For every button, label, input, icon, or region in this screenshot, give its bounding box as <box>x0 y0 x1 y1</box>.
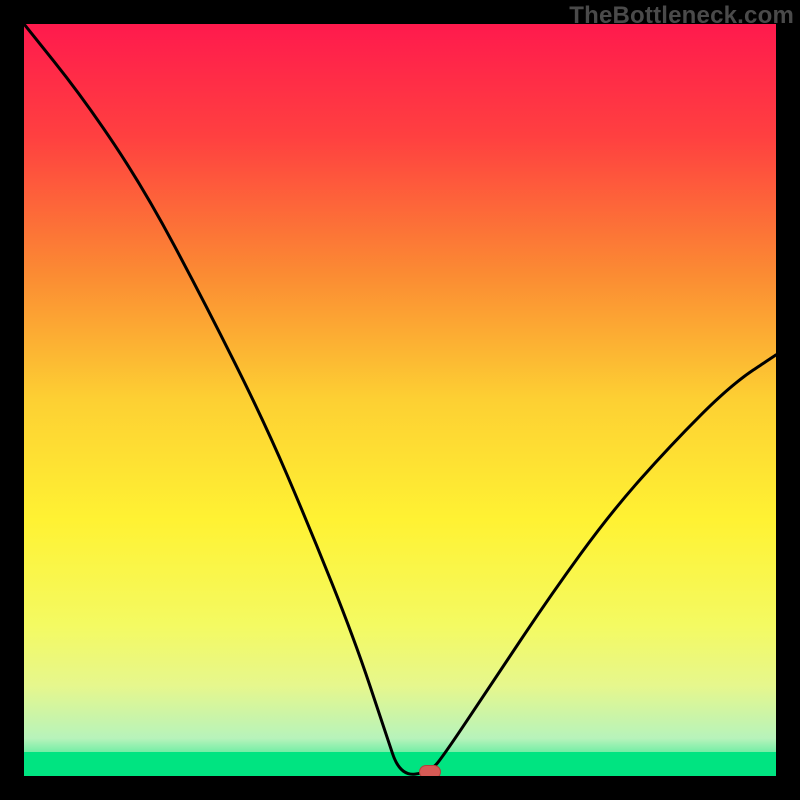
chart-frame: TheBottleneck.com <box>0 0 800 800</box>
watermark-text: TheBottleneck.com <box>569 2 794 30</box>
bottleneck-curve-path <box>24 24 776 774</box>
plot-area <box>24 24 776 776</box>
optimal-point-marker <box>419 765 441 776</box>
bottleneck-curve <box>24 24 776 776</box>
